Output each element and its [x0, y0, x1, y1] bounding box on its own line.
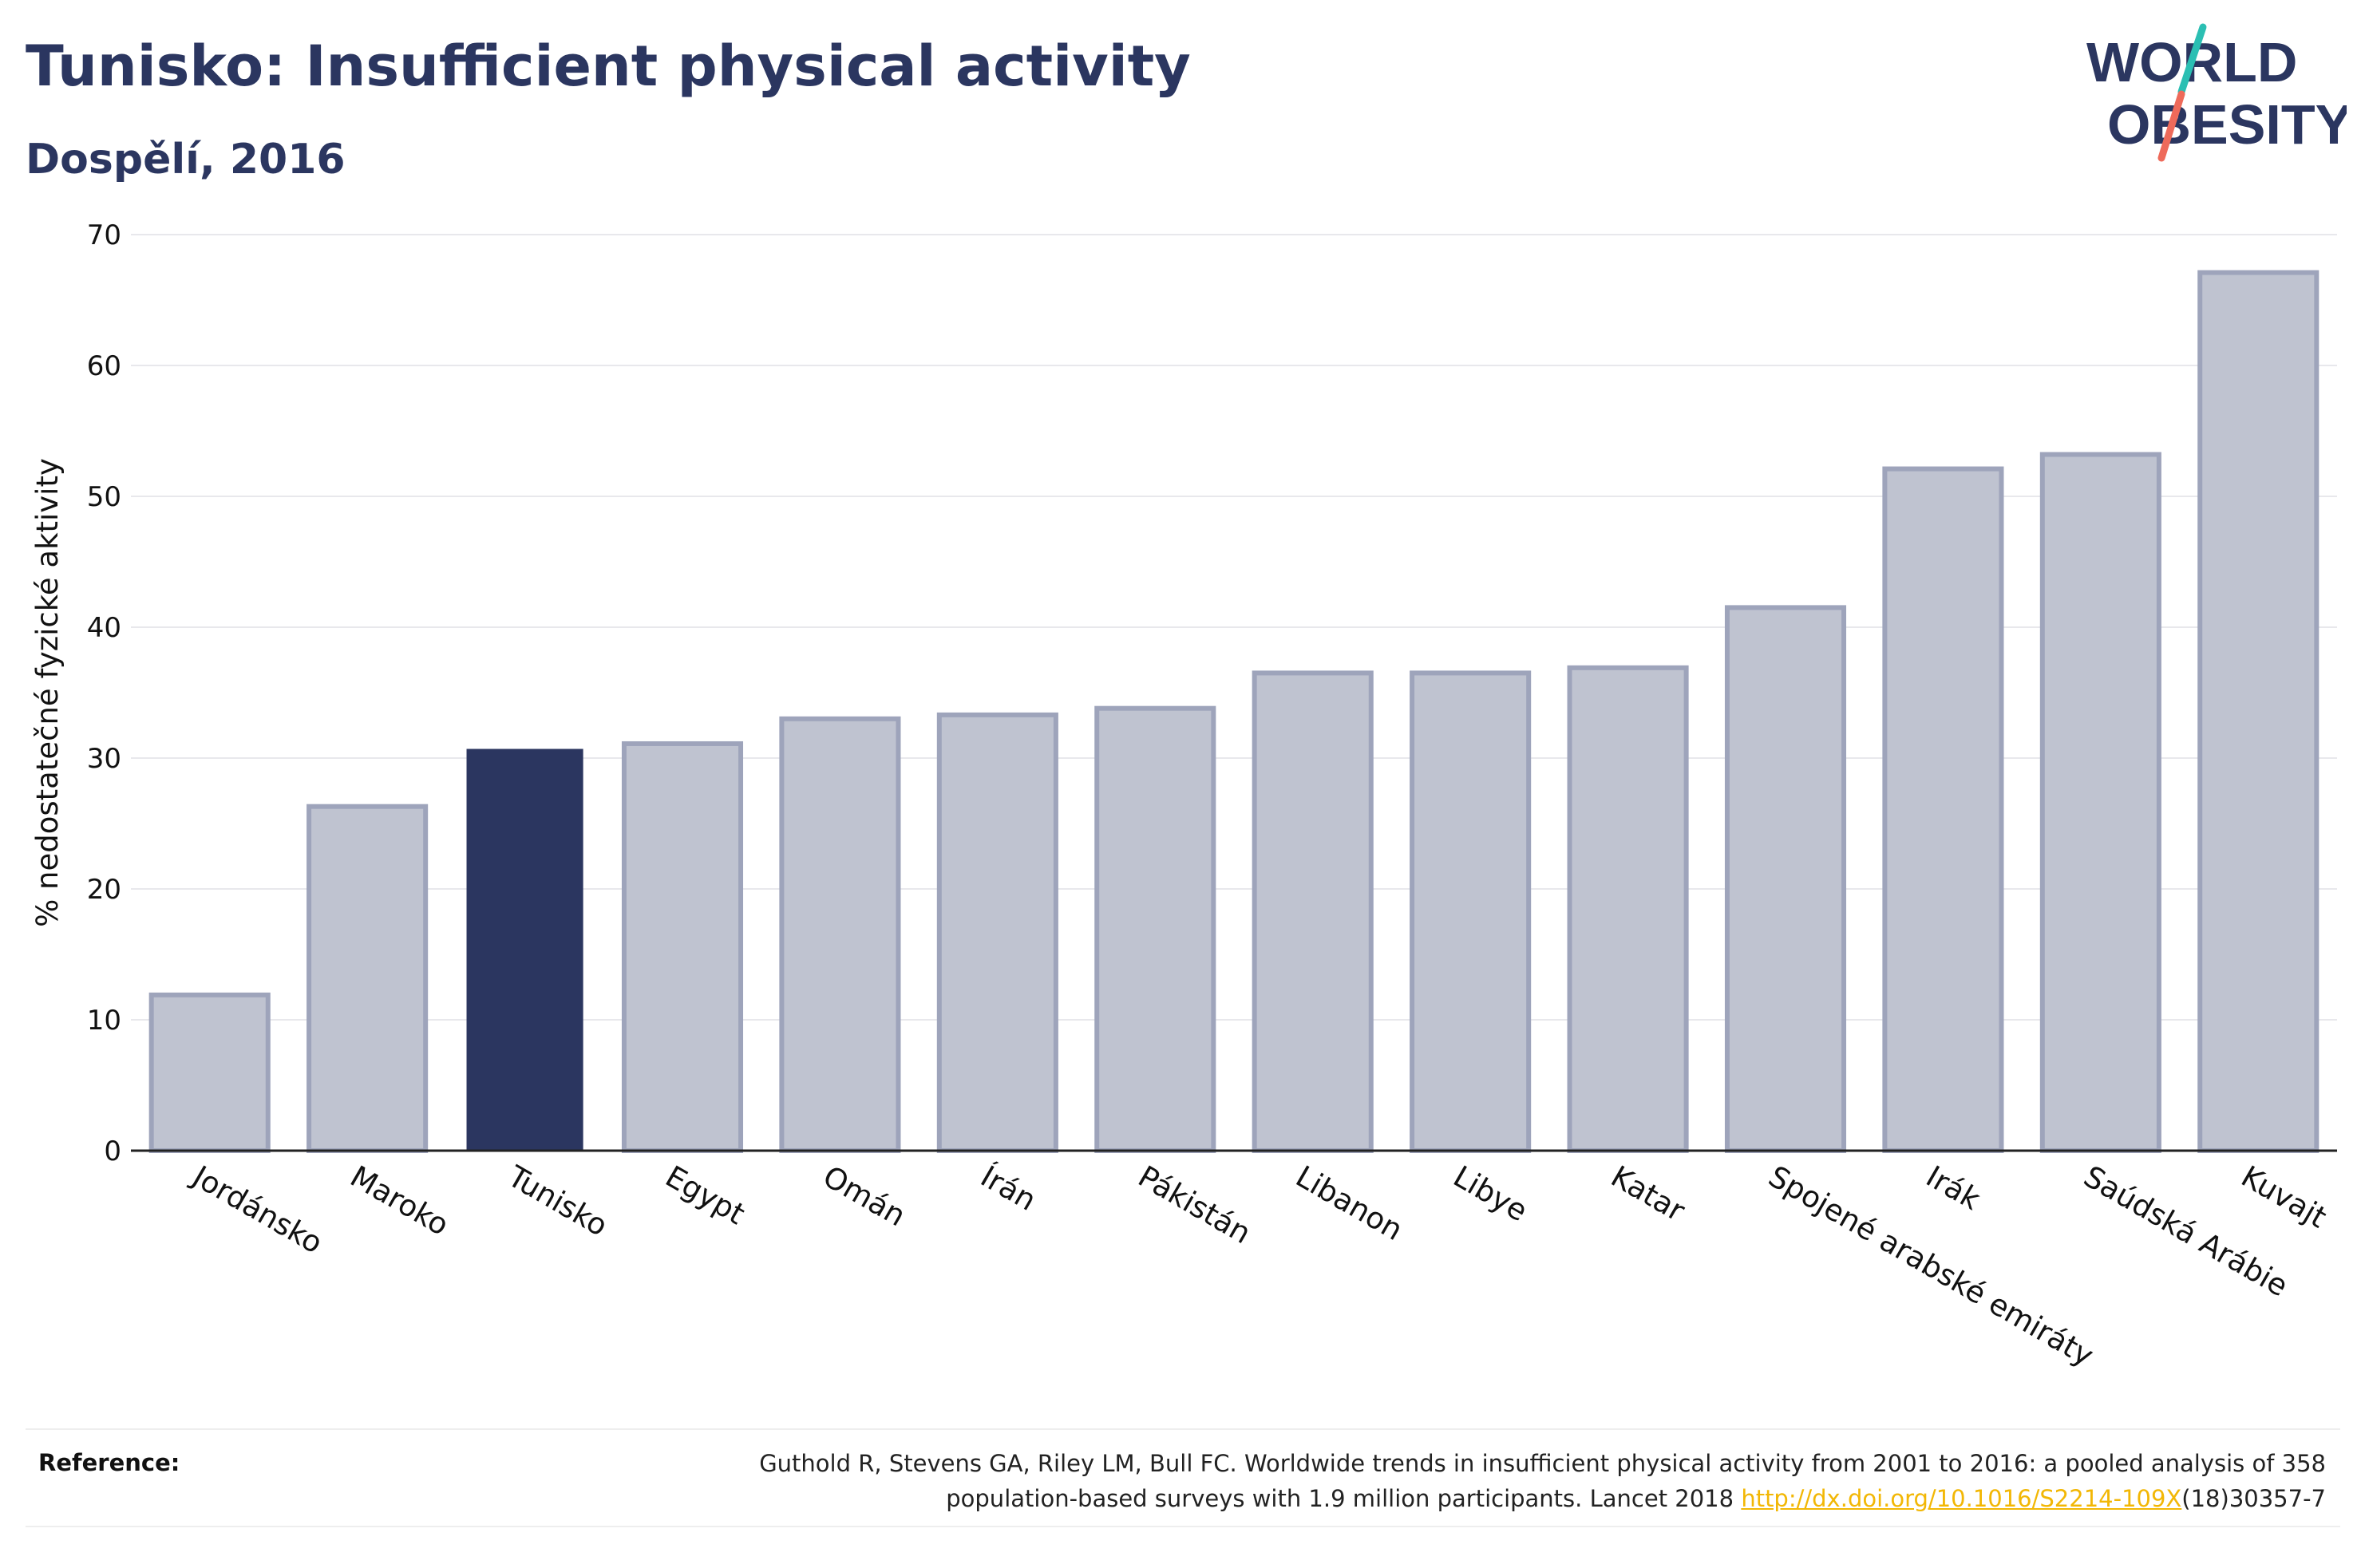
- reference-line2-start: population-based surveys with 1.9 millio…: [946, 1485, 1742, 1512]
- bar: [306, 804, 429, 1153]
- x-tick-label: Maroko: [345, 1159, 455, 1242]
- y-tick-label: 70: [87, 219, 121, 251]
- bar-chart: 0 10 20 30 40 50 60 70 % nedostatečné fyzické ak…: [30, 219, 2337, 1373]
- bar: [2039, 452, 2161, 1153]
- x-tick-label: Libye: [1448, 1159, 1533, 1229]
- reference-line2-end: (18)30357-7: [2181, 1485, 2326, 1512]
- y-axis-label: % nedostatečné fyzické aktivity: [30, 458, 65, 927]
- bar: [148, 992, 271, 1153]
- x-tick-label: Pákistán: [1133, 1159, 1257, 1251]
- y-tick-label: 60: [87, 350, 121, 382]
- y-tick-label: 0: [104, 1136, 121, 1167]
- y-tick-label: 40: [87, 612, 121, 644]
- bar: [1882, 466, 2004, 1153]
- world-obesity-logo: WORLD OBESITY: [2086, 23, 2347, 162]
- x-tick-label: Katar: [1605, 1159, 1691, 1229]
- logo-slash-teal: [2177, 23, 2207, 96]
- y-tick-label: 30: [87, 743, 121, 775]
- reference-doi-link[interactable]: http://dx.doi.org/10.1016/S2214-109X: [1741, 1485, 2182, 1512]
- logo-slash-coral: [2157, 90, 2185, 162]
- x-tick-label: Kuvajt: [2236, 1159, 2332, 1235]
- reference-divider-bottom: [26, 1526, 2340, 1527]
- bar: [1252, 670, 1374, 1153]
- reference-text: Guthold R, Stevens GA, Riley LM, Bull FC…: [490, 1446, 2326, 1516]
- bar: [1094, 705, 1216, 1153]
- x-tick-label: Libanon: [1290, 1159, 1408, 1248]
- bar: [779, 716, 901, 1153]
- logo-word-obesity: OBESITY: [2107, 93, 2347, 156]
- bar: [1410, 670, 1532, 1153]
- reference-label: Reference:: [38, 1449, 180, 1476]
- x-tick-label: Tunisko: [501, 1159, 613, 1243]
- x-tick-label: Omán: [817, 1159, 912, 1234]
- y-tick-label: 10: [87, 1005, 121, 1037]
- y-tick-label: 50: [87, 481, 121, 513]
- chart-title: Tunisko: Insufficient physical activity: [26, 34, 1191, 99]
- bar-highlighted: [466, 748, 583, 1151]
- bar: [936, 712, 1058, 1153]
- bar: [2197, 270, 2319, 1153]
- x-tick-label: Irák: [1920, 1159, 1987, 1218]
- bar: [1724, 605, 1847, 1153]
- chart-subtitle: Dospělí, 2016: [26, 136, 346, 184]
- x-tick-label: Egypt: [660, 1159, 751, 1232]
- bar: [621, 741, 744, 1154]
- reference-line1: Guthold R, Stevens GA, Riley LM, Bull FC…: [759, 1450, 2326, 1477]
- x-tick-label: Jordánsko: [185, 1159, 328, 1261]
- reference-divider-top: [26, 1428, 2340, 1430]
- y-tick-label: 20: [87, 874, 121, 906]
- x-tick-label: Írán: [975, 1159, 1042, 1218]
- bar: [1567, 665, 1689, 1153]
